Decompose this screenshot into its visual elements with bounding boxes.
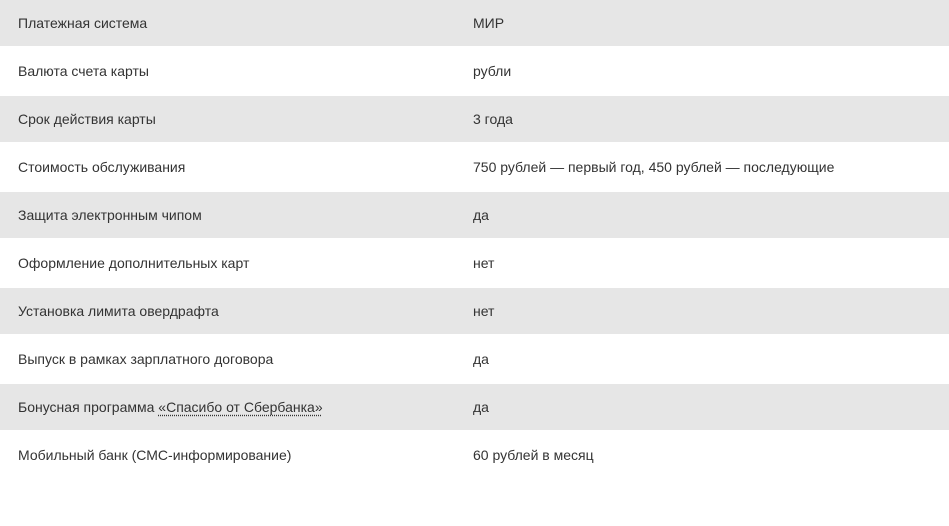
table-row: Оформление дополнительных карт нет — [0, 240, 949, 288]
row-label: Валюта счета карты — [18, 63, 473, 79]
row-value: 60 рублей в месяц — [473, 447, 931, 463]
row-value: 3 года — [473, 111, 931, 127]
row-label: Установка лимита овердрафта — [18, 303, 473, 319]
row-value: нет — [473, 303, 931, 319]
table-row: Валюта счета карты рубли — [0, 48, 949, 96]
row-label: Платежная система — [18, 15, 473, 31]
bonus-program-link[interactable]: «Спасибо от Сбербанка» — [158, 399, 322, 415]
row-label: Бонусная программа «Спасибо от Сбербанка… — [18, 399, 473, 415]
row-value: 750 рублей — первый год, 450 рублей — по… — [473, 159, 931, 175]
row-label-prefix: Бонусная программа — [18, 399, 158, 415]
row-label: Выпуск в рамках зарплатного договора — [18, 351, 473, 367]
table-row: Установка лимита овердрафта нет — [0, 288, 949, 336]
table-row: Стоимость обслуживания 750 рублей — перв… — [0, 144, 949, 192]
row-value: да — [473, 399, 931, 415]
table-row: Бонусная программа «Спасибо от Сбербанка… — [0, 384, 949, 432]
row-label: Защита электронным чипом — [18, 207, 473, 223]
row-label: Срок действия карты — [18, 111, 473, 127]
row-value: да — [473, 351, 931, 367]
row-value: да — [473, 207, 931, 223]
card-info-table: Платежная система МИР Валюта счета карты… — [0, 0, 949, 480]
table-row: Выпуск в рамках зарплатного договора да — [0, 336, 949, 384]
row-value: рубли — [473, 63, 931, 79]
row-label: Стоимость обслуживания — [18, 159, 473, 175]
row-label: Оформление дополнительных карт — [18, 255, 473, 271]
table-row: Срок действия карты 3 года — [0, 96, 949, 144]
row-value: МИР — [473, 15, 931, 31]
row-label: Мобильный банк (СМС-информирование) — [18, 447, 473, 463]
table-row: Платежная система МИР — [0, 0, 949, 48]
table-row: Защита электронным чипом да — [0, 192, 949, 240]
table-row: Мобильный банк (СМС-информирование) 60 р… — [0, 432, 949, 480]
row-value: нет — [473, 255, 931, 271]
